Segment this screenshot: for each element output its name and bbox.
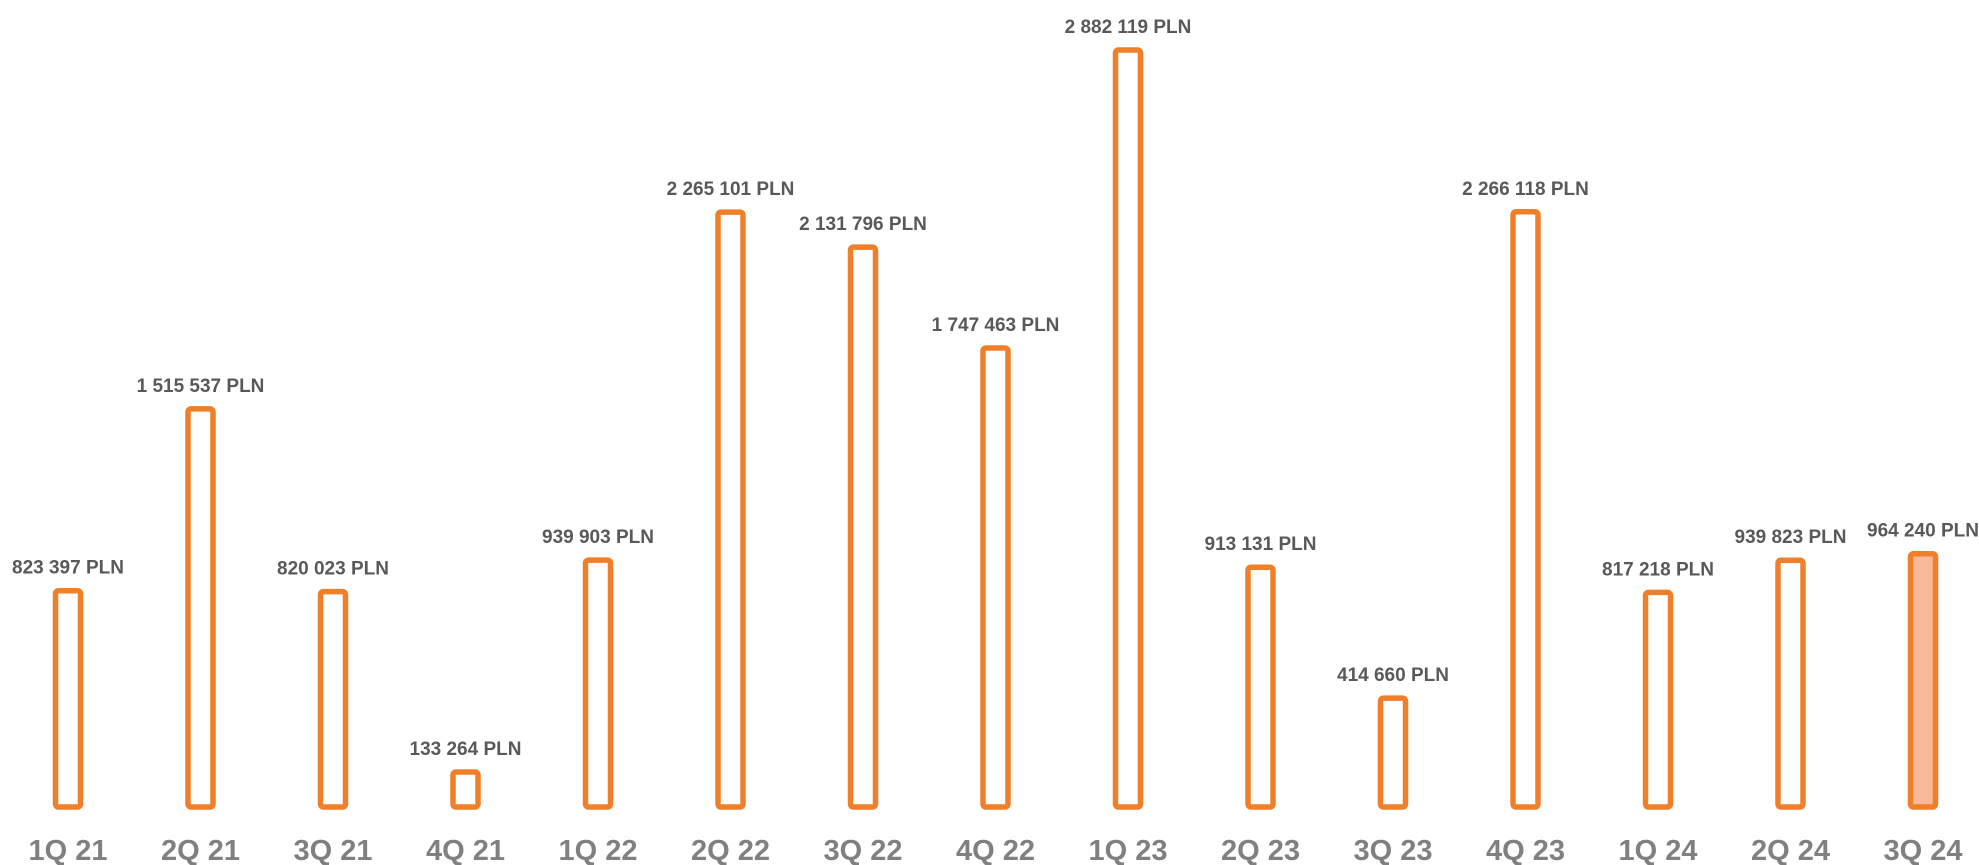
- category-label-1q-23: 1Q 23: [1089, 835, 1168, 865]
- category-label-1q-22: 1Q 22: [559, 835, 638, 865]
- value-label-2q-22: 2 265 101 PLN: [667, 179, 795, 200]
- category-labels-group: 1Q 21 2Q 21 3Q 21 4Q 21 1Q 22 2Q 22 3Q 22 4Q 22…: [29, 835, 1963, 865]
- category-label-3q-23: 3Q 23: [1354, 835, 1433, 865]
- bar-4q-23: [1510, 209, 1541, 810]
- bar-4q-21: [450, 769, 481, 810]
- value-label-1q-22: 939 903 PLN: [542, 527, 654, 548]
- bar-2q-21: [185, 406, 216, 810]
- value-label-2q-21: 1 515 537 PLN: [137, 376, 265, 397]
- bar-1q-22: [582, 557, 614, 810]
- bar-2q-24: [1775, 557, 1806, 810]
- value-label-4q-23: 2 266 118 PLN: [1462, 179, 1589, 200]
- value-labels-group: 823 397 PLN 1 515 537 PLN 820 023 PLN 133 2…: [12, 17, 1979, 760]
- bar-3q-24: [1907, 550, 1939, 810]
- value-label-4q-21: 133 264 PLN: [410, 739, 522, 760]
- bar-4q-22: [980, 345, 1011, 810]
- bar-1q-23: [1112, 47, 1144, 810]
- value-label-3q-21: 820 023 PLN: [277, 559, 389, 580]
- value-label-1q-23: 2 882 119 PLN: [1065, 17, 1192, 38]
- bar-3q-21: [317, 588, 349, 810]
- bar-3q-23: [1377, 695, 1409, 810]
- bar-1q-24: [1642, 589, 1674, 810]
- value-label-3q-22: 2 131 796 PLN: [799, 214, 927, 235]
- bars-group: [52, 47, 1939, 810]
- bar-2q-23: [1245, 564, 1276, 810]
- value-label-4q-22: 1 747 463 PLN: [932, 315, 1060, 336]
- category-label-4q-23: 4Q 23: [1486, 835, 1565, 865]
- category-label-3q-22: 3Q 22: [824, 835, 903, 865]
- category-label-2q-23: 2Q 23: [1221, 835, 1300, 865]
- category-label-1q-24: 1Q 24: [1619, 835, 1698, 865]
- category-label-2q-22: 2Q 22: [691, 835, 770, 865]
- bar-3q-22: [847, 244, 879, 810]
- value-label-2q-24: 939 823 PLN: [1735, 527, 1847, 548]
- value-label-2q-23: 913 131 PLN: [1205, 534, 1317, 555]
- value-label-1q-21: 823 397 PLN: [12, 558, 124, 579]
- category-label-4q-22: 4Q 22: [956, 835, 1035, 865]
- category-label-3q-21: 3Q 21: [294, 835, 373, 865]
- category-label-4q-21: 4Q 21: [426, 835, 505, 865]
- value-label-3q-23: 414 660 PLN: [1337, 665, 1449, 686]
- bar-1q-21: [52, 587, 84, 810]
- bar-2q-22: [715, 209, 746, 810]
- category-label-1q-21: 1Q 21: [29, 835, 108, 865]
- value-label-3q-24: 964 240 PLN: [1867, 521, 1979, 542]
- value-label-1q-24: 817 218 PLN: [1602, 559, 1714, 580]
- category-label-2q-21: 2Q 21: [161, 835, 240, 865]
- category-label-3q-24: 3Q 24: [1884, 835, 1963, 865]
- category-label-2q-24: 2Q 24: [1751, 835, 1830, 865]
